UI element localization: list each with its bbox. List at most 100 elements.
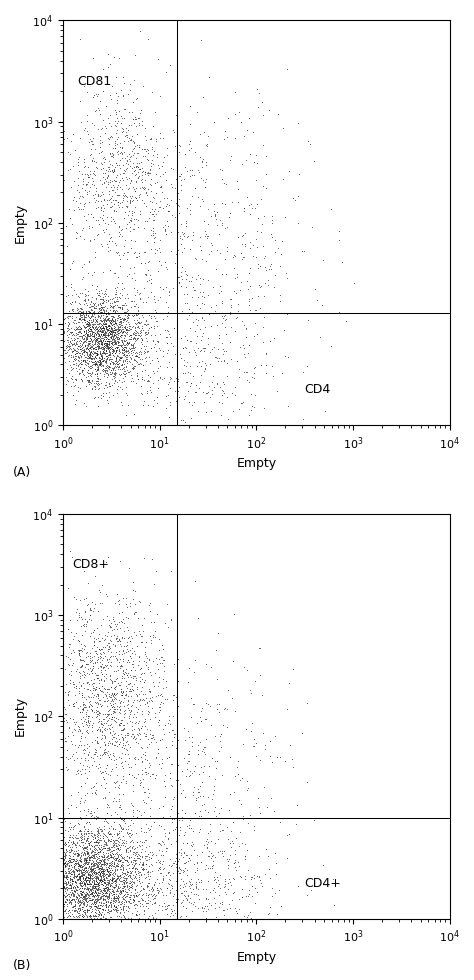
Point	[82, 825, 90, 841]
Point	[113, 870, 120, 886]
Point	[61, 858, 68, 874]
Point	[120, 878, 128, 894]
Point	[251, 822, 258, 838]
Point	[120, 872, 128, 888]
Point	[150, 890, 158, 906]
Point	[158, 833, 166, 849]
Point	[111, 872, 119, 888]
Point	[61, 685, 68, 701]
Point	[109, 884, 117, 900]
Point	[118, 321, 126, 337]
Point	[83, 879, 91, 895]
Point	[253, 735, 260, 751]
Point	[137, 155, 145, 171]
Point	[81, 821, 89, 837]
Point	[116, 799, 123, 814]
Point	[133, 809, 140, 825]
Point	[82, 287, 90, 303]
Point	[81, 320, 89, 336]
Point	[102, 306, 109, 321]
Point	[114, 331, 121, 347]
Point	[107, 298, 115, 314]
Point	[109, 148, 116, 164]
Point	[103, 320, 110, 336]
Point	[67, 892, 75, 907]
Point	[60, 350, 68, 366]
Point	[93, 686, 101, 702]
Point	[69, 324, 76, 340]
Point	[132, 847, 140, 862]
Point	[71, 189, 78, 205]
Point	[124, 310, 131, 325]
Point	[92, 842, 100, 858]
Point	[103, 890, 111, 906]
Point	[67, 860, 75, 876]
Point	[110, 265, 118, 280]
Point	[111, 859, 118, 875]
Point	[99, 166, 107, 181]
Point	[83, 722, 91, 738]
Point	[79, 841, 86, 857]
Point	[86, 603, 93, 618]
Point	[156, 369, 164, 385]
Point	[86, 860, 94, 876]
Point	[175, 274, 183, 290]
Point	[114, 711, 121, 727]
Point	[89, 861, 96, 877]
Point	[80, 856, 88, 871]
Point	[109, 342, 116, 358]
Point	[110, 738, 118, 754]
Point	[110, 314, 118, 329]
Point	[111, 891, 118, 907]
Point	[179, 862, 187, 878]
Point	[110, 361, 118, 376]
Point	[72, 854, 79, 869]
Point	[112, 334, 119, 350]
Point	[125, 86, 132, 102]
Point	[86, 340, 94, 356]
Point	[165, 283, 173, 299]
Point	[101, 834, 109, 850]
Point	[70, 203, 78, 219]
Point	[120, 707, 128, 722]
Point	[109, 870, 117, 886]
Point	[78, 878, 86, 894]
Point	[260, 400, 268, 416]
Point	[80, 361, 88, 376]
Point	[94, 864, 102, 880]
Point	[87, 625, 95, 641]
Point	[65, 848, 73, 863]
Point	[143, 864, 151, 880]
Point	[195, 874, 203, 890]
Point	[155, 800, 163, 815]
Point	[144, 707, 152, 722]
Point	[112, 872, 120, 888]
Point	[135, 871, 142, 887]
Point	[108, 839, 115, 855]
Point	[121, 878, 129, 894]
Point	[128, 841, 136, 857]
Point	[59, 840, 67, 856]
Point	[136, 857, 143, 872]
Point	[65, 844, 73, 859]
Point	[92, 326, 100, 342]
Point	[102, 775, 110, 791]
Point	[76, 859, 83, 875]
Point	[211, 770, 219, 786]
Point	[93, 828, 101, 844]
Point	[109, 902, 117, 917]
Point	[108, 873, 116, 889]
Point	[84, 575, 91, 591]
Point	[201, 296, 208, 312]
Point	[79, 362, 86, 377]
Point	[99, 849, 106, 864]
Point	[216, 806, 223, 821]
Point	[138, 634, 146, 650]
Point	[171, 180, 178, 196]
Point	[180, 899, 187, 914]
Point	[164, 335, 171, 351]
Point	[160, 821, 167, 837]
Point	[93, 878, 101, 894]
Point	[106, 876, 113, 892]
Point	[93, 343, 100, 359]
